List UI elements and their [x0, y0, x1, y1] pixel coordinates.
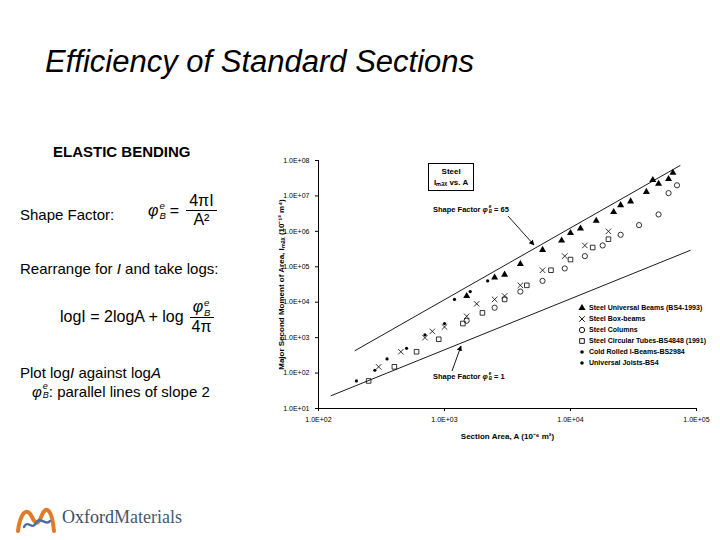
svg-text:Section Area, A (10⁻⁶ m²): Section Area, A (10⁻⁶ m²) — [461, 432, 555, 441]
html-text:Steel Circular Tubes-BS4848 (1: Steel Circular Tubes-BS4848 (1991) — [589, 337, 706, 344]
svg-text:1.0E+03: 1.0E+03 — [431, 416, 457, 423]
svg-text:1.0E+07: 1.0E+07 — [283, 192, 309, 199]
html-text:Rearrange for I and take logs:: Rearrange for I and take logs: — [20, 260, 219, 277]
html-text:Steel Box-beams: Steel Box-beams — [589, 315, 646, 322]
html-text:logI = 2logA + log: logI = 2logA + log — [60, 308, 184, 326]
svg-text:1.0E+02: 1.0E+02 — [283, 369, 309, 376]
html-text:φe: φe — [148, 200, 165, 219]
svg-text:1.0E+04: 1.0E+04 — [557, 416, 583, 423]
html-text:Shape Factor φe: Shape Factor φe — [433, 204, 492, 214]
html-text:4πI: 4πI — [189, 192, 214, 209]
html-text:Steel Universal Beams (BS4-199: Steel Universal Beams (BS4-1993) — [589, 304, 703, 311]
svg-text:1.0E+01: 1.0E+01 — [283, 405, 309, 412]
html-text:ELASTIC BENDING: ELASTIC BENDING — [53, 143, 191, 160]
svg-text:1.0E+02: 1.0E+02 — [305, 416, 331, 423]
html-text:Universal Joists-BS4: Universal Joists-BS4 — [589, 359, 659, 366]
svg-text:1.0E+06: 1.0E+06 — [283, 228, 309, 235]
html-text:Shape Factor:: Shape Factor: — [20, 206, 115, 223]
html-text:Plot log I against log A: Plot log I against log A — [20, 364, 161, 381]
html-text:B = 65: B = 65 — [488, 205, 509, 214]
html-text:φe: φe — [192, 297, 210, 316]
html-text:B = 1: B = 1 — [488, 372, 505, 381]
html-text:Cold Rolled I-Beams-BS2984: Cold Rolled I-Beams-BS2984 — [589, 348, 685, 355]
svg-text:1.0E+04: 1.0E+04 — [283, 298, 309, 305]
html-text:B =: B = — [159, 201, 180, 221]
html-text:Efficiency of Standard Section: Efficiency of Standard Sections — [45, 44, 475, 79]
html-text:Oxford Materials: Oxford Materials — [62, 507, 182, 527]
svg-text:1.0E+05: 1.0E+05 — [283, 263, 309, 270]
svg-text:1.0E+08: 1.0E+08 — [283, 157, 309, 164]
svg-text:Major Second Moment of Area, I: Major Second Moment of Area, Iₘₐₓ (10⁻¹²… — [277, 199, 286, 370]
html-text:Shape Factor φe: Shape Factor φe — [433, 371, 492, 381]
svg-text:1.0E+03: 1.0E+03 — [283, 334, 309, 341]
svg-text:1.0E+05: 1.0E+05 — [683, 416, 709, 423]
html-text:φe: φe — [32, 381, 48, 400]
html-text:B: B — [204, 306, 211, 318]
html-text:B: parallel lines of slope 2: B: parallel lines of slope 2 — [42, 382, 210, 400]
html-text:Steel: Steel — [441, 167, 461, 176]
html-text:Iₘₐₓ vs. A: Iₘₐₓ vs. A — [434, 178, 469, 187]
html-text:A²: A² — [193, 211, 210, 229]
html-text:Steel Columns: Steel Columns — [589, 326, 638, 333]
html-text:4π: 4π — [191, 318, 212, 336]
